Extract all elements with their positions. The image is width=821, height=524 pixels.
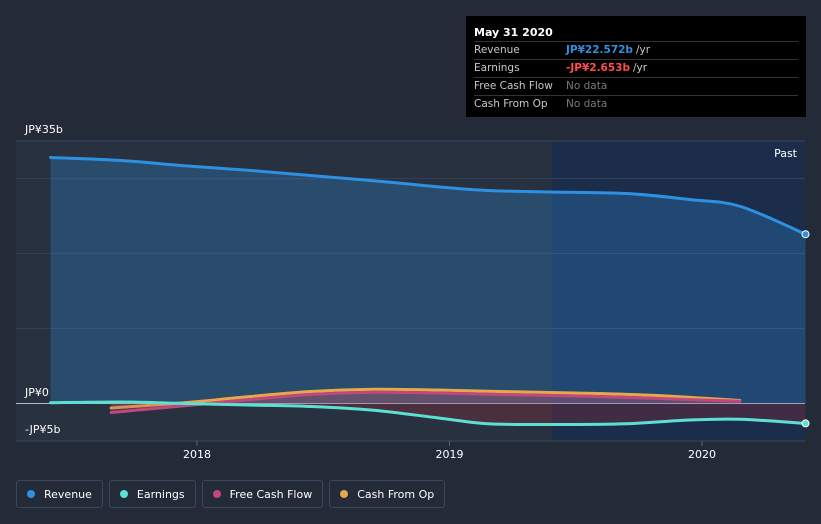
y-tick-label-bottom: -JP¥5b: [25, 423, 60, 436]
tooltip-label: Cash From Op: [474, 98, 548, 110]
tooltip-row-cfo: Cash From Op No data: [474, 95, 798, 113]
cash-from-op-dot-icon: [340, 490, 349, 498]
revenue-line: [49, 156, 808, 236]
series-layer: [49, 156, 810, 428]
tooltip-row-earnings: Earnings -JP¥2.653b /yr: [474, 59, 798, 77]
tooltip-label: Free Cash Flow: [474, 80, 553, 92]
legend: Revenue Earnings Free Cash Flow Cash Fro…: [16, 480, 446, 508]
revenue-area: [50, 157, 806, 404]
free-cash-flow-dot-icon: [212, 490, 221, 498]
legend-item-free-cash-flow[interactable]: Free Cash Flow: [201, 480, 324, 508]
tooltip-row-revenue: Revenue JP¥22.572b /yr: [474, 41, 798, 59]
tooltip-date: May 31 2020: [474, 26, 553, 39]
y-tick-label-top: JP¥35b: [24, 123, 63, 136]
past-label: Past: [774, 147, 798, 160]
earnings-end-marker: [801, 419, 810, 428]
past-region: [552, 141, 805, 441]
tooltip-value: No data: [566, 80, 608, 92]
x-tick-label: 2019: [436, 448, 464, 461]
legend-label: Cash From Op: [357, 487, 435, 501]
cash-from-op-line: [109, 387, 742, 410]
tooltip-row-fcf: Free Cash Flow No data: [474, 77, 798, 95]
tooltip-value: No data: [566, 98, 608, 110]
tooltip-unit: /yr: [633, 62, 648, 74]
legend-item-revenue[interactable]: Revenue: [16, 480, 103, 508]
earnings-area: [50, 401, 806, 425]
revenue-end-marker: [801, 230, 810, 239]
tooltip-unit: /yr: [635, 44, 651, 56]
tooltip-value: JP¥22.572b: [566, 44, 633, 56]
revenue-dot-icon: [27, 490, 35, 498]
x-tick-label: 2020: [688, 448, 716, 461]
legend-item-cash-from-op[interactable]: Cash From Op: [329, 480, 446, 508]
tooltip-label: Earnings: [474, 62, 520, 74]
tooltip-label: Revenue: [474, 44, 520, 56]
y-tick-label-zero: JP¥0: [24, 386, 49, 399]
legend-label: Revenue: [44, 487, 92, 501]
legend-label: Earnings: [136, 487, 185, 501]
earnings-line: [49, 400, 808, 427]
tooltip: May 31 2020 Revenue JP¥22.572b /yr Earni…: [466, 16, 806, 117]
earnings-dot-icon: [119, 490, 128, 498]
x-tick-label: 2018: [183, 448, 211, 461]
legend-label: Free Cash Flow: [229, 487, 313, 501]
tooltip-value: -JP¥2.653b: [566, 62, 630, 74]
x-axis: 2018 2019 2020: [16, 440, 805, 461]
legend-item-earnings[interactable]: Earnings: [108, 480, 196, 508]
